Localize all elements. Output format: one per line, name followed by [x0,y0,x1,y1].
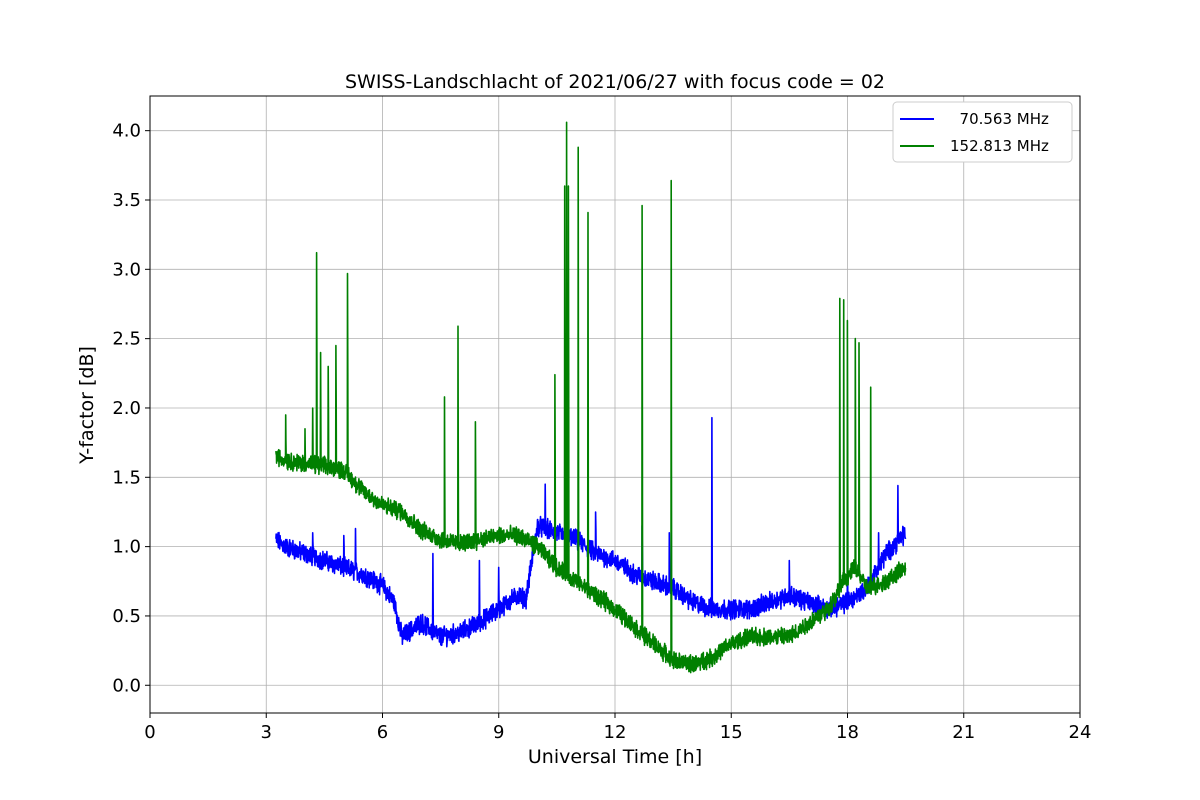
x-tick-label: 21 [952,722,975,743]
y-tick-label: 2.0 [112,398,141,419]
chart-title: SWISS-Landschlacht of 2021/06/27 with fo… [345,71,885,93]
y-tick-label: 1.0 [112,537,141,558]
y-tick-label: 4.0 [112,121,141,142]
x-tick-label: 9 [493,722,504,743]
legend-box [892,101,1073,163]
x-tick-label: 12 [604,722,627,743]
series-line-70mhz [275,416,907,648]
y-tick-label: 3.5 [112,190,141,211]
y-tick-label: 2.5 [112,329,141,350]
x-axis-ticks: 0 3 6 9 12 15 18 21 24 [144,713,1091,743]
x-axis-label: Universal Time [h] [528,746,702,768]
series-layer [275,121,907,674]
x-tick-label: 15 [720,722,743,743]
x-tick-label: 6 [377,722,388,743]
y-tick-label: 0.0 [112,675,141,696]
legend-label-152mhz: 152.813 MHz [950,137,1049,155]
y-tick-label: 3.0 [112,259,141,280]
x-tick-label: 0 [144,722,155,743]
y-axis-ticks: 0.0 0.5 1.0 1.5 2.0 2.5 3.0 3.5 4.0 [112,121,150,696]
x-tick-label: 3 [261,722,272,743]
y-tick-label: 0.5 [112,606,141,627]
y-axis-label: Y-factor [dB] [76,346,98,465]
x-tick-label: 24 [1069,722,1092,743]
series-line-152mhz [275,121,907,674]
y-tick-label: 1.5 [112,467,141,488]
legend-label-70mhz: 70.563 MHz [950,110,1049,128]
legend: 70.563 MHz 152.813 MHz [892,101,1073,163]
x-tick-label: 18 [836,722,859,743]
